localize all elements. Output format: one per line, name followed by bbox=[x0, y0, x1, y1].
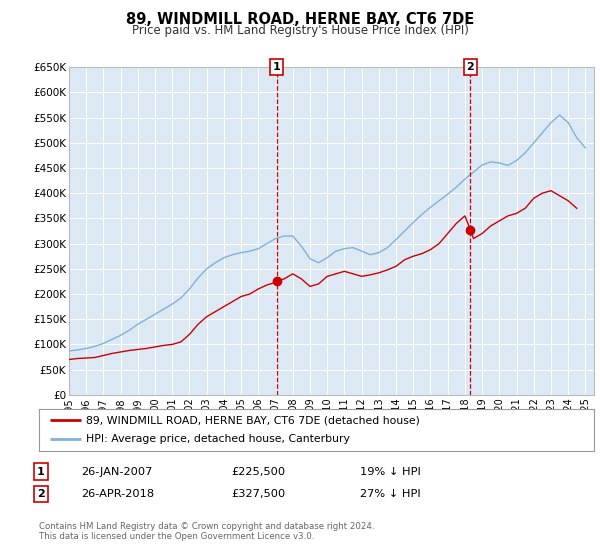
Text: 89, WINDMILL ROAD, HERNE BAY, CT6 7DE (detached house): 89, WINDMILL ROAD, HERNE BAY, CT6 7DE (d… bbox=[86, 415, 420, 425]
Text: Contains HM Land Registry data © Crown copyright and database right 2024.
This d: Contains HM Land Registry data © Crown c… bbox=[39, 522, 374, 542]
Text: 2: 2 bbox=[467, 62, 474, 72]
Text: 1: 1 bbox=[37, 466, 44, 477]
Text: 27% ↓ HPI: 27% ↓ HPI bbox=[360, 489, 421, 499]
Text: HPI: Average price, detached house, Canterbury: HPI: Average price, detached house, Cant… bbox=[86, 435, 350, 445]
Text: £225,500: £225,500 bbox=[231, 466, 285, 477]
Text: 1: 1 bbox=[273, 62, 281, 72]
Text: 19% ↓ HPI: 19% ↓ HPI bbox=[360, 466, 421, 477]
Text: Price paid vs. HM Land Registry's House Price Index (HPI): Price paid vs. HM Land Registry's House … bbox=[131, 24, 469, 37]
Text: 26-JAN-2007: 26-JAN-2007 bbox=[81, 466, 152, 477]
Text: 26-APR-2018: 26-APR-2018 bbox=[81, 489, 154, 499]
Text: 2: 2 bbox=[37, 489, 44, 499]
Text: 89, WINDMILL ROAD, HERNE BAY, CT6 7DE: 89, WINDMILL ROAD, HERNE BAY, CT6 7DE bbox=[126, 12, 474, 27]
Text: £327,500: £327,500 bbox=[231, 489, 285, 499]
